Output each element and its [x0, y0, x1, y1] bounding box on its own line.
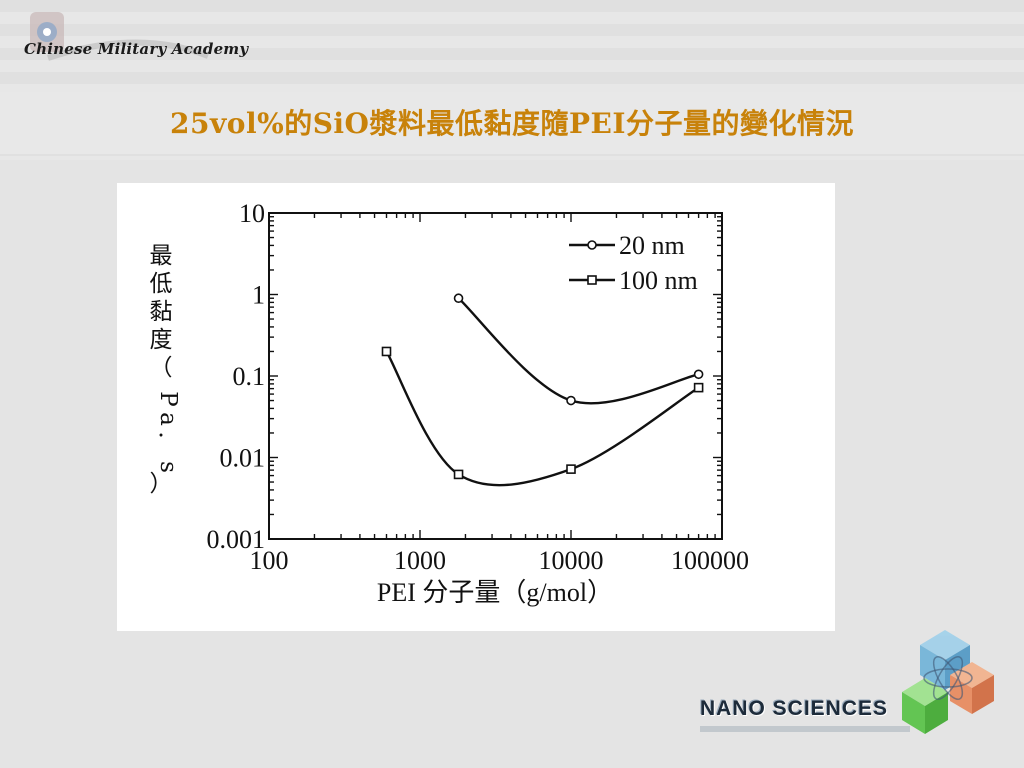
title-band	[0, 92, 1024, 154]
point-circle	[566, 395, 576, 406]
y-tick-label: 0.001	[207, 525, 266, 554]
y-label-char: 度	[150, 327, 173, 353]
logo-text: Chinese Military Academy	[24, 40, 249, 58]
x-tick-label: 10000	[539, 546, 604, 575]
y-label-char: P	[155, 391, 181, 406]
y-label-char: ）	[150, 471, 173, 497]
x-tick-label: 100000	[671, 546, 749, 575]
series-line-1	[385, 350, 700, 487]
y-tick-label: 0.01	[220, 444, 266, 473]
plot-frame	[268, 212, 723, 540]
point-circle	[693, 369, 704, 380]
legend-marker-circle	[587, 240, 597, 250]
series-curves	[385, 297, 700, 487]
y-tick-label: 10	[239, 199, 265, 228]
legend-label: 20 nm	[619, 231, 685, 260]
y-label-char: ·	[157, 423, 164, 449]
x-tick-label: 100	[250, 546, 289, 575]
y-label-char: 低	[150, 271, 173, 297]
chart-card: 10 1 0.1 0.01 0.001 100 1000 10000 100000 20 nm…	[117, 183, 835, 631]
y-tick-label: 0.1	[233, 362, 266, 391]
axis-ticks	[268, 213, 722, 540]
point-square	[566, 464, 576, 474]
series-markers	[381, 293, 704, 480]
nano-sciences-brand: NANO SCIENCES	[700, 697, 889, 720]
academy-logo	[30, 12, 210, 61]
viscosity-chart: 10 1 0.1 0.01 0.001 100 1000 10000 100000 20 nm…	[150, 199, 750, 607]
x-tick-labels: 100 1000 10000 100000	[250, 546, 750, 575]
y-tick-label: 1	[252, 281, 265, 310]
slide-title: 25vol%的SiO漿料最低黏度隨PEI分子量的變化情況	[170, 107, 854, 140]
legend-label: 100 nm	[619, 266, 698, 295]
point-square	[381, 346, 392, 357]
y-label-char: s	[155, 461, 181, 473]
y-label-char: 最	[150, 243, 173, 269]
point-square	[453, 469, 464, 480]
series-line-0	[457, 297, 699, 405]
y-label-char: （	[150, 355, 173, 381]
y-label-char: 黏	[150, 299, 173, 325]
x-tick-label: 1000	[394, 546, 446, 575]
y-tick-labels: 10 1 0.1 0.01 0.001	[207, 199, 266, 554]
nano-cubes-graphic	[700, 630, 994, 734]
point-circle	[453, 293, 464, 304]
x-axis-label: PEI 分子量（g/mol）	[377, 578, 613, 607]
y-label-char: a	[155, 412, 181, 426]
y-axis-label: 最低黏度（ Pa· s）	[150, 243, 182, 497]
legend: 20 nm 100 nm	[569, 231, 698, 295]
legend-marker-square	[587, 275, 597, 285]
point-square	[693, 382, 704, 393]
